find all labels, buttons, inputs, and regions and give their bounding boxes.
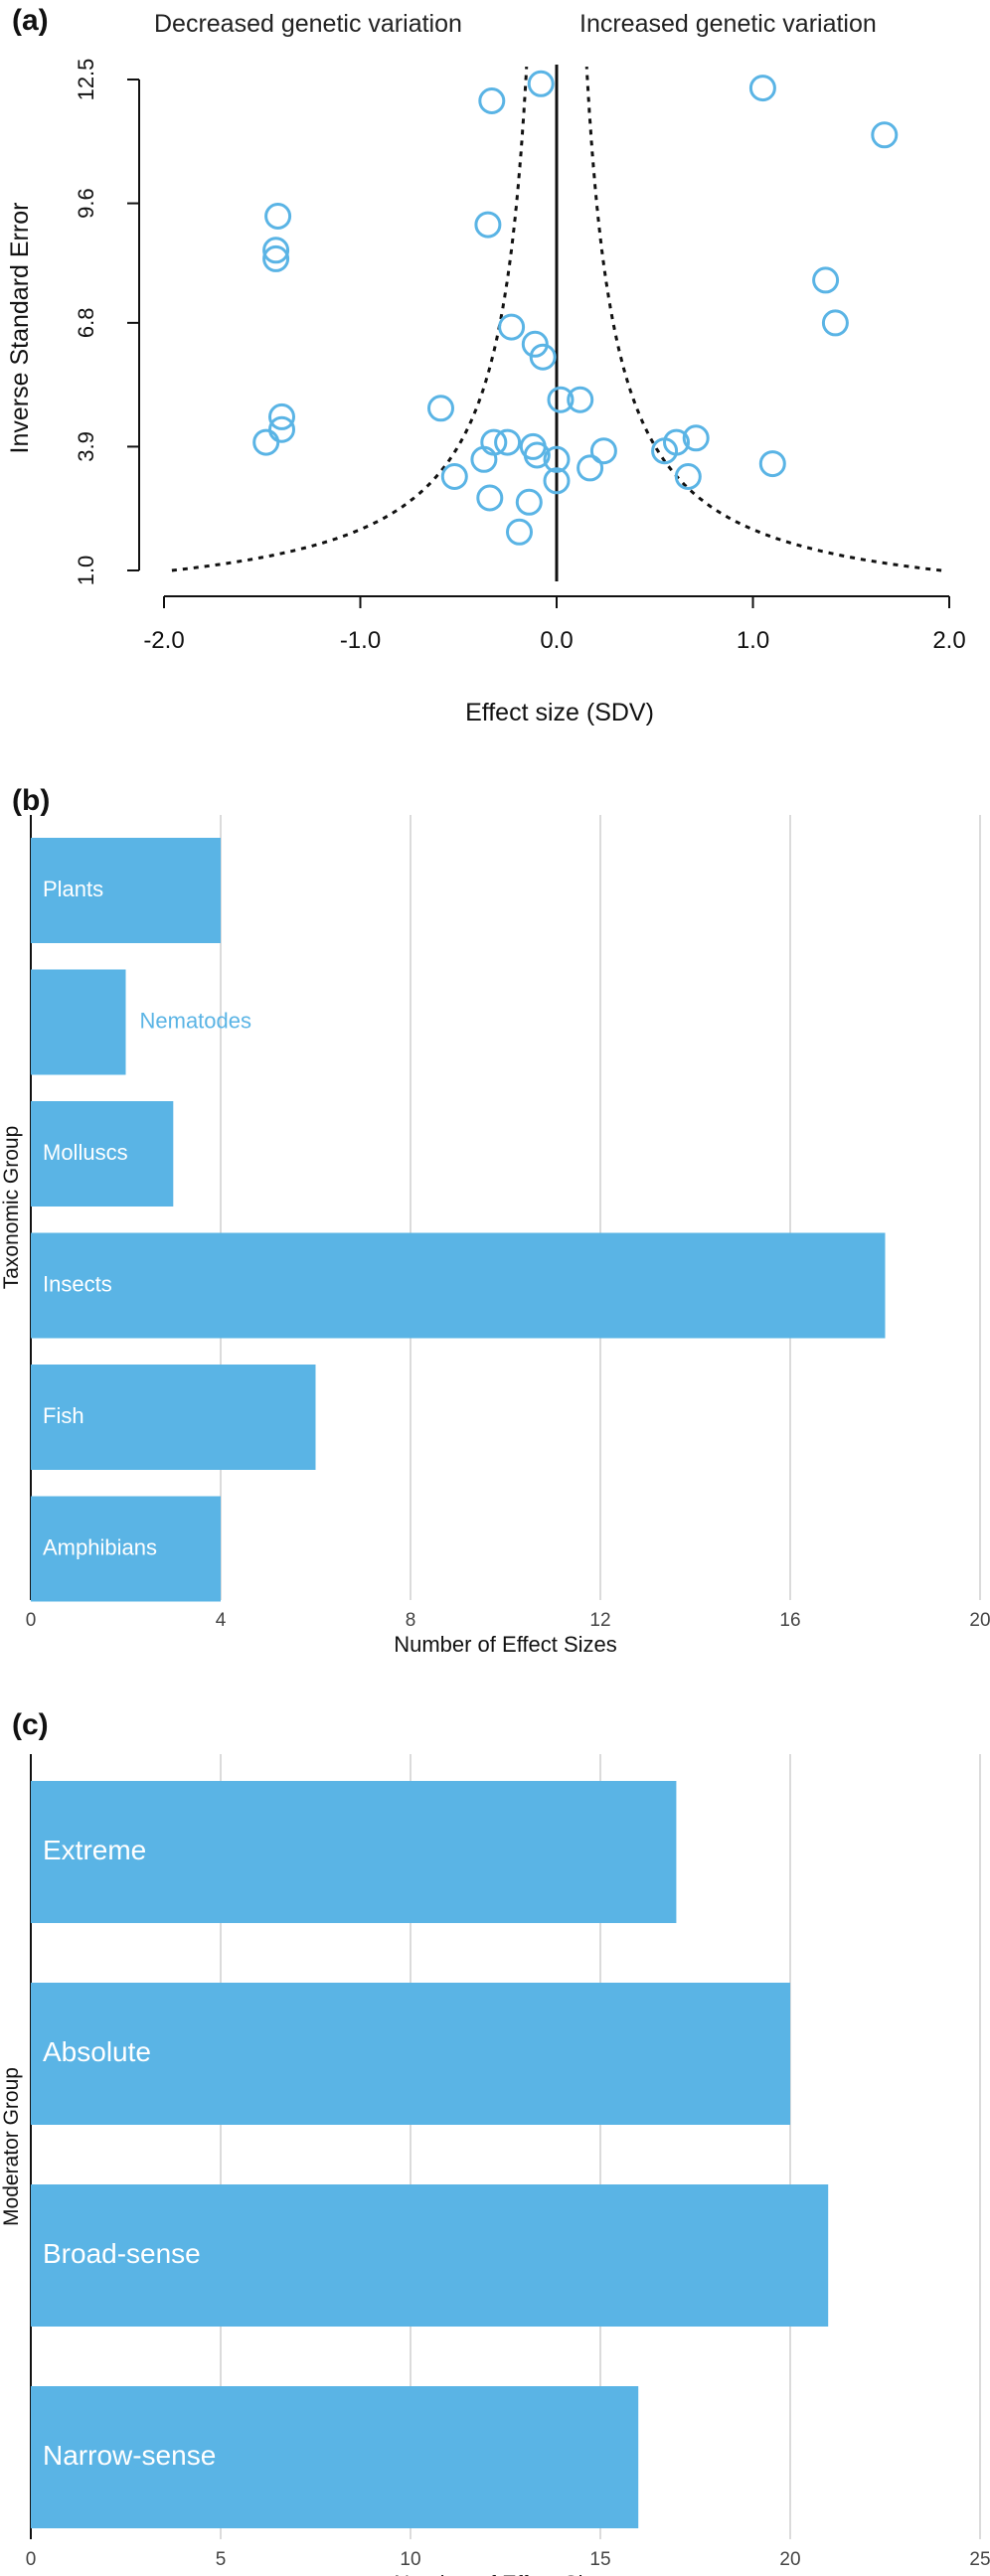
x-tick-label: 15 [589, 2549, 610, 2570]
data-point [577, 454, 604, 482]
bar-label: Extreme [43, 1835, 146, 1865]
bar-label: Absolute [43, 2036, 151, 2067]
y-tick-label: 3.9 [74, 431, 98, 462]
x-axis-label: Number of Effect Sizes [394, 1632, 617, 1657]
data-point [547, 386, 575, 413]
data-point [589, 437, 617, 465]
y-axis-label: Inverse Standard Error [6, 203, 34, 454]
annotation-increased: Increased genetic variation [579, 10, 877, 38]
data-point [543, 467, 571, 495]
annotation-decreased: Decreased genetic variation [154, 10, 462, 38]
data-point [264, 203, 292, 230]
data-point [474, 211, 502, 239]
data-point [812, 266, 840, 294]
bar [31, 969, 126, 1075]
x-tick-label: -2.0 [143, 627, 184, 654]
bar [31, 1101, 174, 1207]
data-point [506, 518, 533, 546]
y-tick-label: 1.0 [74, 556, 98, 586]
data-point [262, 237, 290, 264]
bar-label: Plants [43, 877, 103, 901]
bar [31, 2184, 829, 2327]
data-point [674, 463, 702, 490]
data-point [262, 244, 290, 272]
x-tick-label: 0.0 [540, 627, 573, 654]
bar [31, 838, 221, 943]
bar-label: Nematodes [140, 1008, 252, 1033]
bar-label: Insects [43, 1271, 112, 1296]
data-point [515, 488, 543, 516]
data-point [440, 463, 468, 490]
data-point [543, 445, 571, 473]
funnel-right-bound [584, 66, 942, 572]
x-tick-label: 20 [969, 1610, 990, 1631]
y-tick-label: 12.5 [74, 59, 98, 101]
x-tick-label: 16 [779, 1610, 800, 1631]
y-tick-label: 6.8 [74, 308, 98, 339]
panel-b: (b) 0 4 8 12 16 20 Plants Nematodes Molluscs Insec… [0, 784, 990, 1657]
x-tick-label: 20 [779, 2549, 800, 2570]
bar [31, 1496, 221, 1602]
data-point [758, 450, 786, 478]
x-axis-label: Effect size (SDV) [465, 699, 654, 726]
bar [31, 2386, 639, 2528]
data-point [748, 75, 776, 102]
x-tick-label: 10 [400, 2549, 420, 2570]
x-tick-label: 5 [216, 2549, 227, 2570]
panel-label-b: (b) [12, 784, 50, 817]
bar-label: Narrow-sense [43, 2440, 216, 2471]
x-tick-label: 0 [26, 1610, 37, 1631]
funnel-left-bound [171, 66, 529, 572]
bar [31, 1983, 790, 2125]
bar-label: Amphibians [43, 1534, 157, 1559]
panel-label-c: (c) [12, 1708, 49, 1741]
bar [31, 1232, 886, 1339]
x-tick-label: -1.0 [340, 627, 381, 654]
x-tick-label: 4 [216, 1610, 227, 1631]
x-axis-label: Number of Effect Sizes [394, 2571, 617, 2576]
bar [31, 1365, 316, 1470]
y-axis-label: Moderator Group [0, 2067, 23, 2226]
data-point [268, 402, 295, 430]
x-tick-label: 0 [26, 2549, 37, 2570]
y-tick-label: 9.6 [74, 188, 98, 219]
y-axis-label: Taxonomic Group [0, 1126, 23, 1290]
data-point [494, 428, 522, 456]
bar-label: Fish [43, 1403, 84, 1428]
data-point [682, 424, 710, 452]
x-tick-label: 8 [406, 1610, 416, 1631]
data-point [523, 441, 551, 469]
data-point [521, 330, 549, 358]
panel-label-a: (a) [12, 4, 49, 37]
data-point [527, 70, 555, 97]
bar [31, 1781, 677, 1923]
x-tick-label: 25 [969, 2549, 990, 2570]
data-point [498, 313, 526, 341]
x-tick-label: 2.0 [932, 627, 965, 654]
data-point [567, 386, 594, 413]
x-tick-label: 12 [589, 1610, 610, 1631]
data-point [821, 309, 849, 337]
data-point [663, 428, 690, 456]
data-point [427, 395, 454, 422]
data-point [252, 428, 280, 456]
x-tick-label: 1.0 [737, 627, 769, 654]
panel-a: (a) Decreased genetic variation Increased … [6, 4, 966, 726]
bar-label: Molluscs [43, 1140, 128, 1165]
data-point [871, 121, 899, 149]
data-point [470, 445, 498, 473]
data-point [478, 87, 506, 114]
data-point [476, 484, 504, 512]
bar-label: Broad-sense [43, 2238, 201, 2269]
panel-c: (c) 0 5 10 15 20 25 Extreme Absolute Broad-sense N… [0, 1708, 990, 2576]
data-point [529, 343, 557, 371]
